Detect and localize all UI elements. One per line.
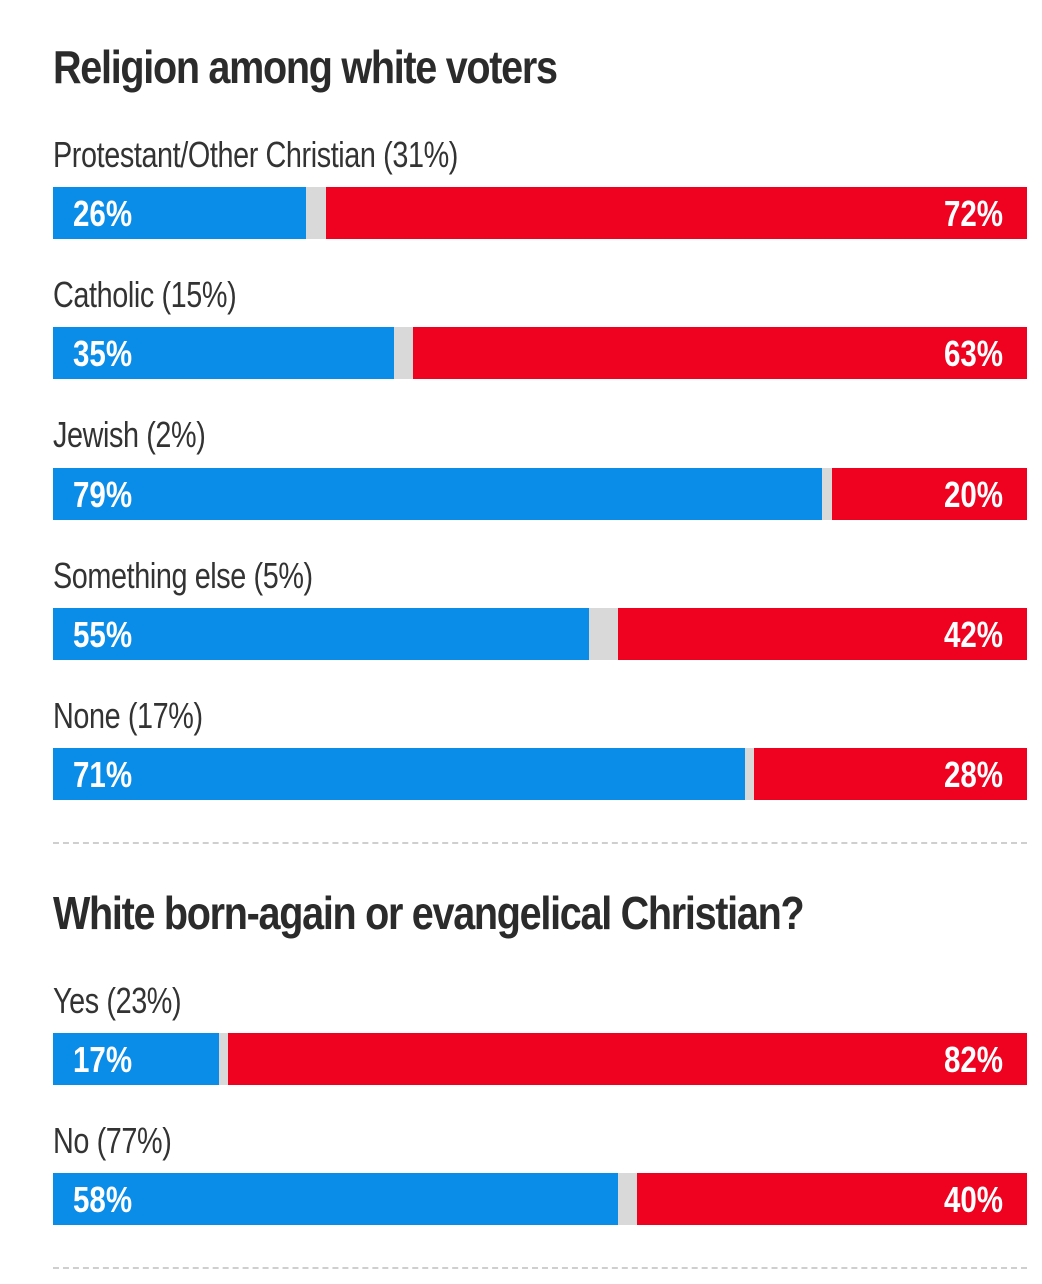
bar-value-blue: 79% <box>73 474 133 515</box>
bar-segment-blue <box>53 1033 219 1085</box>
bar-value-blue: 71% <box>73 754 133 795</box>
bar-segment-blue <box>53 327 394 379</box>
bar-protestant: 26% 72% <box>53 187 1027 239</box>
bar-value-red: 63% <box>943 333 1003 374</box>
bar-value-blue: 55% <box>73 614 133 655</box>
bar-segment-red <box>617 608 1027 660</box>
row-label-none: None (17%) <box>53 695 203 736</box>
bar-value-blue: 58% <box>73 1179 133 1220</box>
bar-none: 71% 28% <box>53 748 1027 800</box>
bar-value-red: 42% <box>943 614 1003 655</box>
row-label-something-else: Something else (5%) <box>53 555 313 596</box>
bar-segment-blue <box>53 608 589 660</box>
bar-value-red: 28% <box>943 754 1003 795</box>
bar-value-red: 72% <box>943 193 1003 234</box>
bar-segment-red <box>637 1173 1027 1225</box>
row-label-protestant: Protestant/Other Christian (31%) <box>53 134 458 175</box>
bar-segment-blue <box>53 748 745 800</box>
bar-segment-red <box>832 468 1027 520</box>
bar-value-blue: 17% <box>73 1039 133 1080</box>
section-title-religion: Religion among white voters <box>53 41 558 93</box>
bar-segment-blue <box>53 468 823 520</box>
bar-segment-red <box>228 1033 1027 1085</box>
bar-something-else: 55% 42% <box>53 608 1027 660</box>
bar-value-blue: 26% <box>73 193 133 234</box>
bar-segment-red <box>325 187 1027 239</box>
bar-value-red: 40% <box>943 1179 1003 1220</box>
section-divider <box>53 842 1027 844</box>
bar-yes: 17% 82% <box>53 1033 1027 1085</box>
bar-value-red: 82% <box>943 1039 1003 1080</box>
bar-no: 58% 40% <box>53 1173 1027 1225</box>
bar-value-blue: 35% <box>73 333 133 374</box>
bar-segment-red <box>754 748 1027 800</box>
bar-jewish: 79% 20% <box>53 468 1027 520</box>
row-label-yes: Yes (23%) <box>53 980 182 1021</box>
row-label-no: No (77%) <box>53 1120 172 1161</box>
bar-segment-red <box>413 327 1027 379</box>
section-divider <box>53 1267 1027 1269</box>
bar-segment-blue <box>53 1173 618 1225</box>
row-label-jewish: Jewish (2%) <box>53 414 206 455</box>
bar-value-red: 20% <box>943 474 1003 515</box>
row-label-catholic: Catholic (15%) <box>53 274 237 315</box>
bar-catholic: 35% 63% <box>53 327 1027 379</box>
section-title-evangelical: White born-again or evangelical Christia… <box>53 887 805 939</box>
bar-segment-blue <box>53 187 307 239</box>
